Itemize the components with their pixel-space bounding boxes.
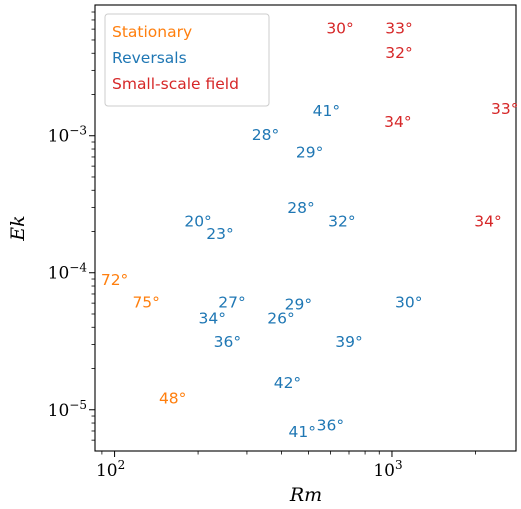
- data-point-label: 20°: [184, 212, 211, 230]
- data-point-label: 29°: [285, 296, 312, 314]
- data-point-label: 32°: [385, 44, 412, 62]
- data-point-label: 41°: [289, 423, 316, 441]
- legend-entry: Small-scale field: [112, 75, 239, 93]
- tick-group: 102 103 10−5 10−4 10−3: [48, 11, 476, 481]
- data-point-label: 33°: [385, 20, 412, 38]
- data-point-label: 28°: [287, 199, 314, 217]
- data-point-label: 36°: [317, 417, 344, 435]
- y-tick-label: 10−3: [48, 124, 87, 147]
- y-axis-title: Ek: [7, 215, 29, 241]
- data-point-label: 34°: [199, 309, 226, 327]
- data-point-label: 27°: [218, 294, 245, 312]
- data-point-label: 42°: [274, 374, 301, 392]
- x-tick-label: 102: [96, 458, 125, 481]
- data-point-label: 29°: [296, 143, 323, 161]
- data-point-label: 72°: [101, 271, 128, 289]
- data-point-label: 36°: [214, 333, 241, 351]
- data-point-label: 28°: [252, 126, 279, 144]
- legend-entry: Reversals: [112, 49, 187, 67]
- x-tick-label: 103: [373, 458, 402, 481]
- data-point-label: 30°: [395, 294, 422, 312]
- plot-frame: [94, 4, 517, 452]
- data-point-label: 75°: [132, 294, 159, 312]
- x-axis-title: Rm: [289, 484, 322, 506]
- data-point-label: 34°: [474, 212, 501, 230]
- point-labels: 72°75°48°41°28°29°28°32°20°23°27°34° 26°2…: [101, 20, 519, 442]
- legend-box: [104, 13, 270, 107]
- data-point-label: 32°: [328, 212, 355, 230]
- y-tick-label: 10−4: [48, 261, 88, 284]
- y-tick-label: 10−5: [48, 398, 87, 421]
- legend: Stationary Reversals Small-scale field: [104, 13, 270, 107]
- data-point-label: 33°: [491, 100, 518, 118]
- data-point-label: 34°: [384, 113, 411, 131]
- data-point-label: 41°: [313, 102, 340, 120]
- data-point-label: 30°: [326, 20, 353, 38]
- data-point-label: 23°: [206, 225, 233, 243]
- data-point-label: 48°: [159, 389, 186, 407]
- data-point-label: 26°: [267, 309, 294, 327]
- legend-entry: Stationary: [112, 23, 192, 41]
- data-point-label: 39°: [335, 333, 362, 351]
